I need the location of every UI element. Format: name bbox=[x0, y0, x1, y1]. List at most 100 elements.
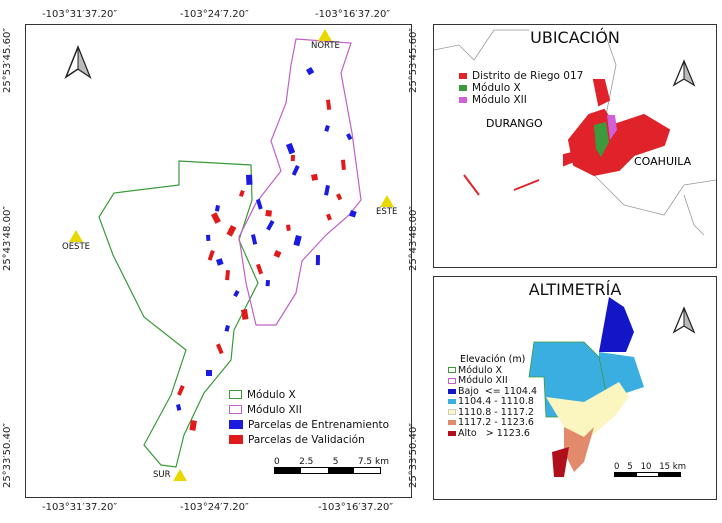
training-parcel bbox=[206, 370, 212, 376]
scale-bar: 0 5 10 15 km bbox=[614, 462, 686, 477]
legend-swatch bbox=[448, 420, 456, 426]
altimetry-legend: Elevación (m) Módulo X Módulo XII Bajo <… bbox=[448, 354, 537, 439]
location-svg bbox=[434, 29, 716, 236]
coord-label: 25°43′48.00″ bbox=[2, 205, 14, 272]
altimetry-svg bbox=[528, 297, 696, 477]
north-arrow-icon bbox=[64, 44, 92, 79]
triangle-marker-icon bbox=[379, 195, 394, 207]
validation-parcel bbox=[273, 249, 282, 258]
training-parcel bbox=[250, 234, 258, 245]
validation-parcel bbox=[207, 250, 215, 261]
coord-label: 25°53′45.60″ bbox=[2, 27, 14, 94]
coord-label: 25°33′50.40″ bbox=[408, 422, 420, 489]
training-parcel bbox=[266, 220, 275, 231]
marker-east: ESTE bbox=[376, 195, 397, 217]
legend-swatch bbox=[448, 409, 456, 416]
modulo-x-area bbox=[594, 122, 609, 157]
legend-item: Módulo XII bbox=[459, 94, 583, 106]
training-parcel bbox=[291, 165, 300, 176]
marker-south: SUR bbox=[153, 469, 187, 481]
marker-west: OESTE bbox=[62, 230, 90, 252]
legend-item: Bajo <= 1104.4 bbox=[448, 386, 537, 397]
coord-label: -103°31′37.20″ bbox=[42, 502, 118, 513]
training-parcel bbox=[286, 142, 296, 155]
scale-bar: 0 2.5 5 7.5 km bbox=[274, 457, 389, 474]
legend-swatch bbox=[448, 367, 456, 374]
legend-swatch bbox=[229, 420, 243, 429]
training-parcel bbox=[224, 325, 230, 332]
training-parcel bbox=[324, 185, 330, 196]
training-parcel bbox=[324, 124, 330, 132]
north-arrow-icon bbox=[672, 59, 696, 87]
coord-label: 25°43′48.00″ bbox=[408, 205, 420, 272]
coord-label: -103°24′7.20″ bbox=[180, 9, 249, 20]
legend-swatch bbox=[448, 388, 456, 394]
coord-label: -103°16′37.20″ bbox=[315, 9, 391, 20]
legend-item: 1117.2 - 1123.6 bbox=[448, 417, 537, 428]
legend-swatch bbox=[229, 435, 243, 444]
legend-item: Módulo XII bbox=[448, 375, 537, 386]
legend-item: Módulo XII bbox=[229, 402, 389, 417]
legend-swatch bbox=[229, 405, 242, 414]
modulo-x-boundary bbox=[98, 160, 259, 468]
legend-title: Elevación (m) bbox=[460, 354, 526, 365]
validation-parcel bbox=[341, 159, 346, 170]
validation-parcel bbox=[286, 224, 291, 231]
study-area-svg bbox=[64, 38, 362, 468]
coord-label: 25°33′50.40″ bbox=[2, 422, 14, 489]
legend-item: Módulo X bbox=[459, 82, 583, 94]
validation-parcel bbox=[216, 343, 224, 355]
training-parcel bbox=[206, 234, 211, 241]
validation-parcel bbox=[311, 173, 319, 181]
validation-parcel bbox=[177, 385, 185, 396]
training-parcel bbox=[315, 255, 320, 266]
coord-label: -103°16′37.20″ bbox=[318, 502, 394, 513]
training-parcel bbox=[233, 290, 240, 298]
coord-label: -103°24′7.20″ bbox=[180, 502, 249, 513]
training-parcel bbox=[349, 210, 357, 218]
modulo-xii-area bbox=[607, 115, 617, 140]
legend-swatch bbox=[448, 377, 456, 384]
location-legend: Distrito de Riego 017 Módulo X Módulo XI… bbox=[459, 70, 583, 106]
training-parcel bbox=[216, 258, 224, 266]
validation-parcel bbox=[326, 99, 332, 110]
marker-north: NORTE bbox=[311, 29, 340, 51]
legend-swatch bbox=[448, 430, 456, 436]
triangle-marker-icon bbox=[69, 230, 84, 242]
validation-parcel bbox=[238, 190, 245, 198]
legend-item: Distrito de Riego 017 bbox=[459, 70, 583, 82]
legend-swatch bbox=[459, 85, 467, 91]
validation-parcel bbox=[225, 270, 230, 281]
legend-swatch bbox=[448, 399, 456, 405]
legend-item: Parcelas de Validación bbox=[229, 432, 389, 447]
legend-item: 1104.4 - 1110.8 bbox=[448, 396, 537, 407]
training-parcel bbox=[214, 205, 220, 212]
district-area bbox=[463, 79, 671, 196]
coord-label: -103°31′37.20″ bbox=[42, 9, 118, 20]
main-legend: Módulo X Módulo XII Parcelas de Entrenam… bbox=[229, 387, 389, 447]
validation-parcel bbox=[189, 420, 197, 431]
modulo-xii-boundary bbox=[238, 38, 362, 326]
training-parcel bbox=[265, 280, 270, 287]
legend-swatch bbox=[459, 73, 467, 79]
state-label: DURANGO bbox=[486, 117, 543, 130]
training-parcel bbox=[293, 235, 302, 247]
validation-parcel bbox=[240, 309, 249, 320]
panel-title: UBICACIÓN bbox=[530, 28, 620, 47]
legend-item: 1110.8 - 1117.2 bbox=[448, 407, 537, 418]
legend-item: Parcelas de Entrenamiento bbox=[229, 417, 389, 432]
altimetry-map[interactable]: ALTIMETRÍA Elevación (m) Módulo X Módulo… bbox=[433, 276, 717, 500]
training-parcel bbox=[346, 133, 353, 141]
legend-swatch bbox=[459, 97, 467, 103]
parcels-layer bbox=[175, 67, 357, 431]
training-parcel bbox=[175, 404, 182, 411]
main-map[interactable]: NORTE ESTE OESTE SUR Módulo X Módulo XII… bbox=[25, 24, 412, 498]
location-map[interactable]: UBICACIÓN Distrito de Riego 017 Módulo X… bbox=[433, 24, 717, 268]
legend-swatch bbox=[229, 390, 242, 399]
validation-parcel bbox=[265, 210, 272, 217]
validation-parcel bbox=[226, 225, 237, 237]
north-arrow-icon bbox=[672, 306, 696, 334]
training-parcel bbox=[306, 67, 315, 76]
validation-parcel bbox=[210, 212, 221, 224]
legend-item: Alto > 1123.6 bbox=[448, 428, 537, 439]
